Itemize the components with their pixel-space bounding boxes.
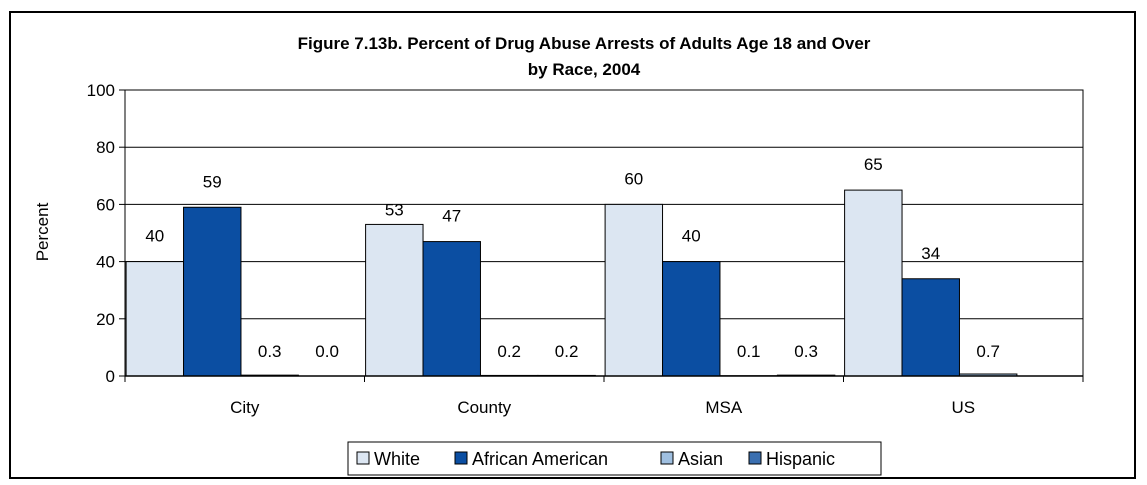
data-label: 40 bbox=[145, 227, 164, 246]
bar-african-american bbox=[901, 278, 960, 377]
bar-white bbox=[125, 261, 185, 377]
y-tick-label: 0 bbox=[106, 367, 115, 386]
bar-white bbox=[365, 223, 424, 377]
x-category-label: MSA bbox=[705, 398, 743, 417]
x-category-label: City bbox=[230, 398, 260, 417]
data-label: 47 bbox=[442, 207, 461, 226]
legend-label: Asian bbox=[678, 449, 723, 469]
bar-african-american bbox=[183, 206, 242, 377]
data-label: 0.0 bbox=[315, 342, 339, 361]
data-label: 0.2 bbox=[497, 342, 521, 361]
x-category-label: County bbox=[457, 398, 511, 417]
legend-label: Hispanic bbox=[766, 449, 835, 469]
legend-label: African American bbox=[472, 449, 608, 469]
y-tick-label: 40 bbox=[96, 253, 115, 272]
y-tick-label: 60 bbox=[96, 195, 115, 214]
data-label: 0.2 bbox=[555, 342, 579, 361]
data-label: 34 bbox=[921, 244, 940, 263]
data-label: 60 bbox=[624, 169, 643, 188]
bar-african-american bbox=[662, 261, 721, 377]
data-label: 0.7 bbox=[976, 342, 1000, 361]
legend-swatch bbox=[660, 451, 674, 465]
data-label: 65 bbox=[864, 155, 883, 174]
y-axis-label: Percent bbox=[33, 202, 52, 261]
bar-african-american bbox=[422, 241, 481, 377]
y-tick-label: 100 bbox=[87, 81, 115, 100]
data-label: 0.3 bbox=[258, 342, 282, 361]
legend-swatch bbox=[454, 451, 468, 465]
legend bbox=[347, 441, 882, 476]
data-label: 0.1 bbox=[737, 342, 761, 361]
chart-title-line-2: by Race, 2004 bbox=[528, 60, 641, 79]
data-label: 0.3 bbox=[794, 342, 818, 361]
bar-white bbox=[844, 189, 903, 377]
y-tick-label: 80 bbox=[96, 138, 115, 157]
legend-swatch bbox=[356, 451, 370, 465]
legend-swatch bbox=[748, 451, 762, 465]
data-label: 53 bbox=[385, 200, 404, 219]
x-category-label: US bbox=[951, 398, 975, 417]
y-tick-label: 20 bbox=[96, 310, 115, 329]
data-label: 59 bbox=[203, 172, 222, 191]
chart-title-line-1: Figure 7.13b. Percent of Drug Abuse Arre… bbox=[298, 34, 871, 53]
legend-label: White bbox=[374, 449, 420, 469]
data-label: 40 bbox=[682, 227, 701, 246]
bar-white bbox=[604, 203, 664, 377]
